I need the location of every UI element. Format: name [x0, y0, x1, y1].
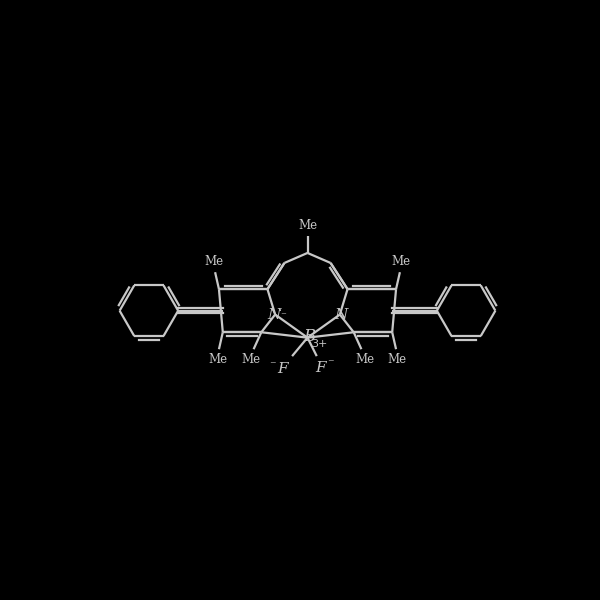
Text: Me: Me: [355, 353, 374, 366]
Text: ⁻: ⁻: [269, 359, 276, 372]
Text: N: N: [268, 308, 281, 322]
Text: Me: Me: [209, 353, 228, 367]
Text: 3+: 3+: [311, 339, 327, 349]
Text: Me: Me: [205, 255, 224, 268]
Text: F: F: [278, 362, 288, 376]
Text: ⁻: ⁻: [280, 311, 286, 321]
Text: Me: Me: [387, 353, 406, 367]
Text: B: B: [303, 328, 315, 344]
Text: N: N: [334, 308, 347, 322]
Text: Me: Me: [241, 353, 260, 366]
Text: Me: Me: [391, 255, 410, 268]
Text: F: F: [315, 361, 326, 374]
Text: ⁻: ⁻: [327, 358, 334, 370]
Text: Me: Me: [298, 219, 317, 232]
Text: ·: ·: [278, 304, 282, 318]
